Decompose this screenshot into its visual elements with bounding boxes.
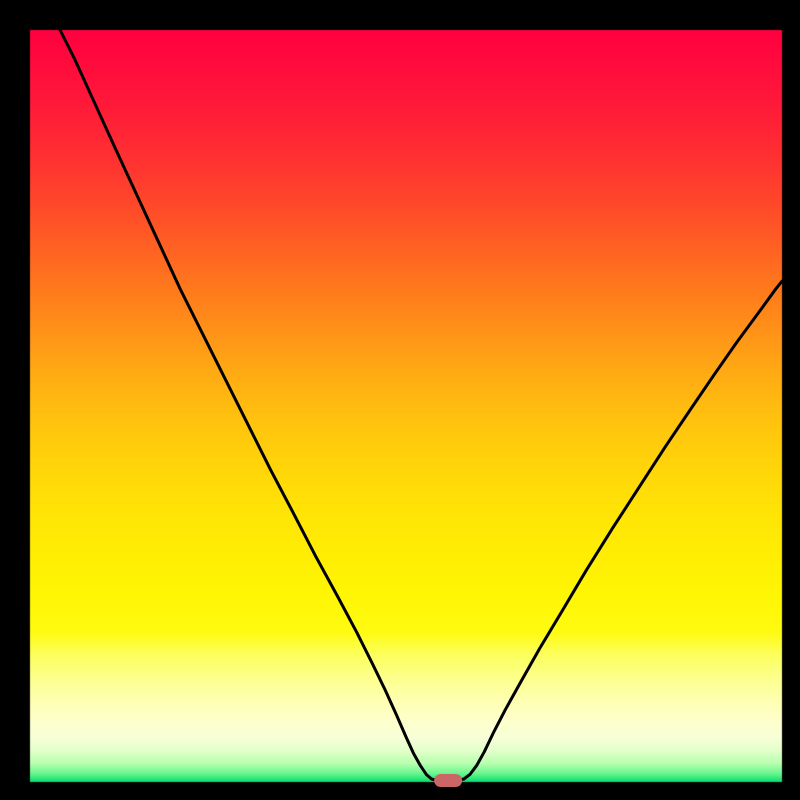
watermark-text: TheBottlenecker.com (565, 2, 794, 29)
optimum-marker (434, 774, 462, 787)
overlay-svg (0, 0, 800, 800)
bottleneck-chart: TheBottlenecker.com (0, 0, 800, 800)
bottleneck-curve (60, 30, 782, 781)
